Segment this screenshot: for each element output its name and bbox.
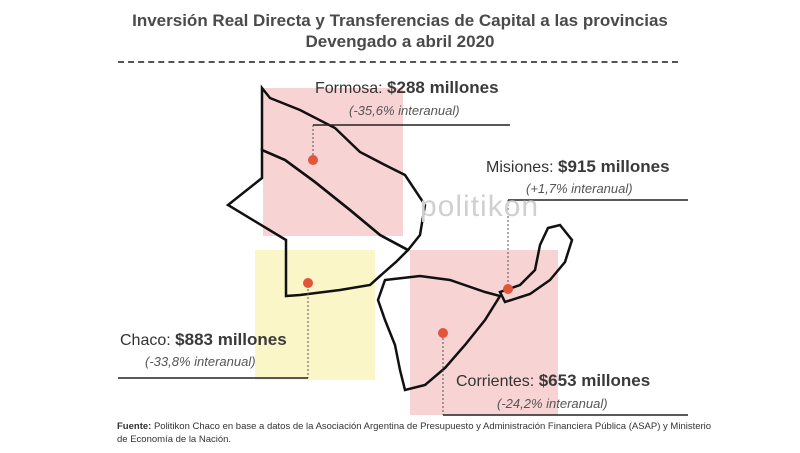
formosa-marker — [308, 155, 318, 165]
formosa-change: (-35,6% interanual) — [349, 103, 460, 118]
chaco-marker — [303, 278, 313, 288]
chart-subtitle: Devengado a abril 2020 — [305, 32, 495, 51]
chart-title: Inversión Real Directa y Transferencias … — [132, 11, 668, 30]
title-divider — [118, 61, 678, 63]
source-note: Fuente: Politikon Chaco en base a datos … — [117, 420, 717, 446]
chaco-change: (-33,8% interanual) — [145, 354, 256, 369]
chaco-highlight — [255, 250, 375, 380]
chaco-shape — [225, 148, 411, 298]
misiones-name: Misiones: — [486, 159, 554, 176]
corrientes-shape — [376, 274, 502, 392]
corrientes-label: Corrientes: $653 millones — [456, 371, 650, 391]
formosa-label: Formosa: $288 millones — [315, 78, 499, 98]
corrientes-marker — [438, 328, 448, 338]
corrientes-amount: $653 millones — [538, 371, 651, 390]
misiones-shape — [498, 223, 574, 304]
misiones-change: (+1,7% interanual) — [526, 181, 633, 196]
corrientes-change: (-24,2% interanual) — [497, 396, 608, 411]
misiones-marker — [503, 284, 513, 294]
misiones-amount: $915 millones — [558, 157, 670, 176]
corrientes-name: Corrientes: — [456, 373, 535, 390]
formosa-name: Formosa: — [315, 80, 383, 97]
watermark: politikon — [420, 190, 540, 223]
formosa-amount: $288 millones — [387, 78, 499, 97]
misiones-label: Misiones: $915 millones — [486, 157, 670, 177]
chaco-label: Chaco: $883 millones — [120, 330, 287, 350]
chaco-amount: $883 millones — [175, 330, 287, 349]
source-text: Politikon Chaco en base a datos de la As… — [117, 421, 712, 445]
chaco-name: Chaco: — [120, 332, 171, 349]
source-label: Fuente: — [117, 421, 152, 432]
